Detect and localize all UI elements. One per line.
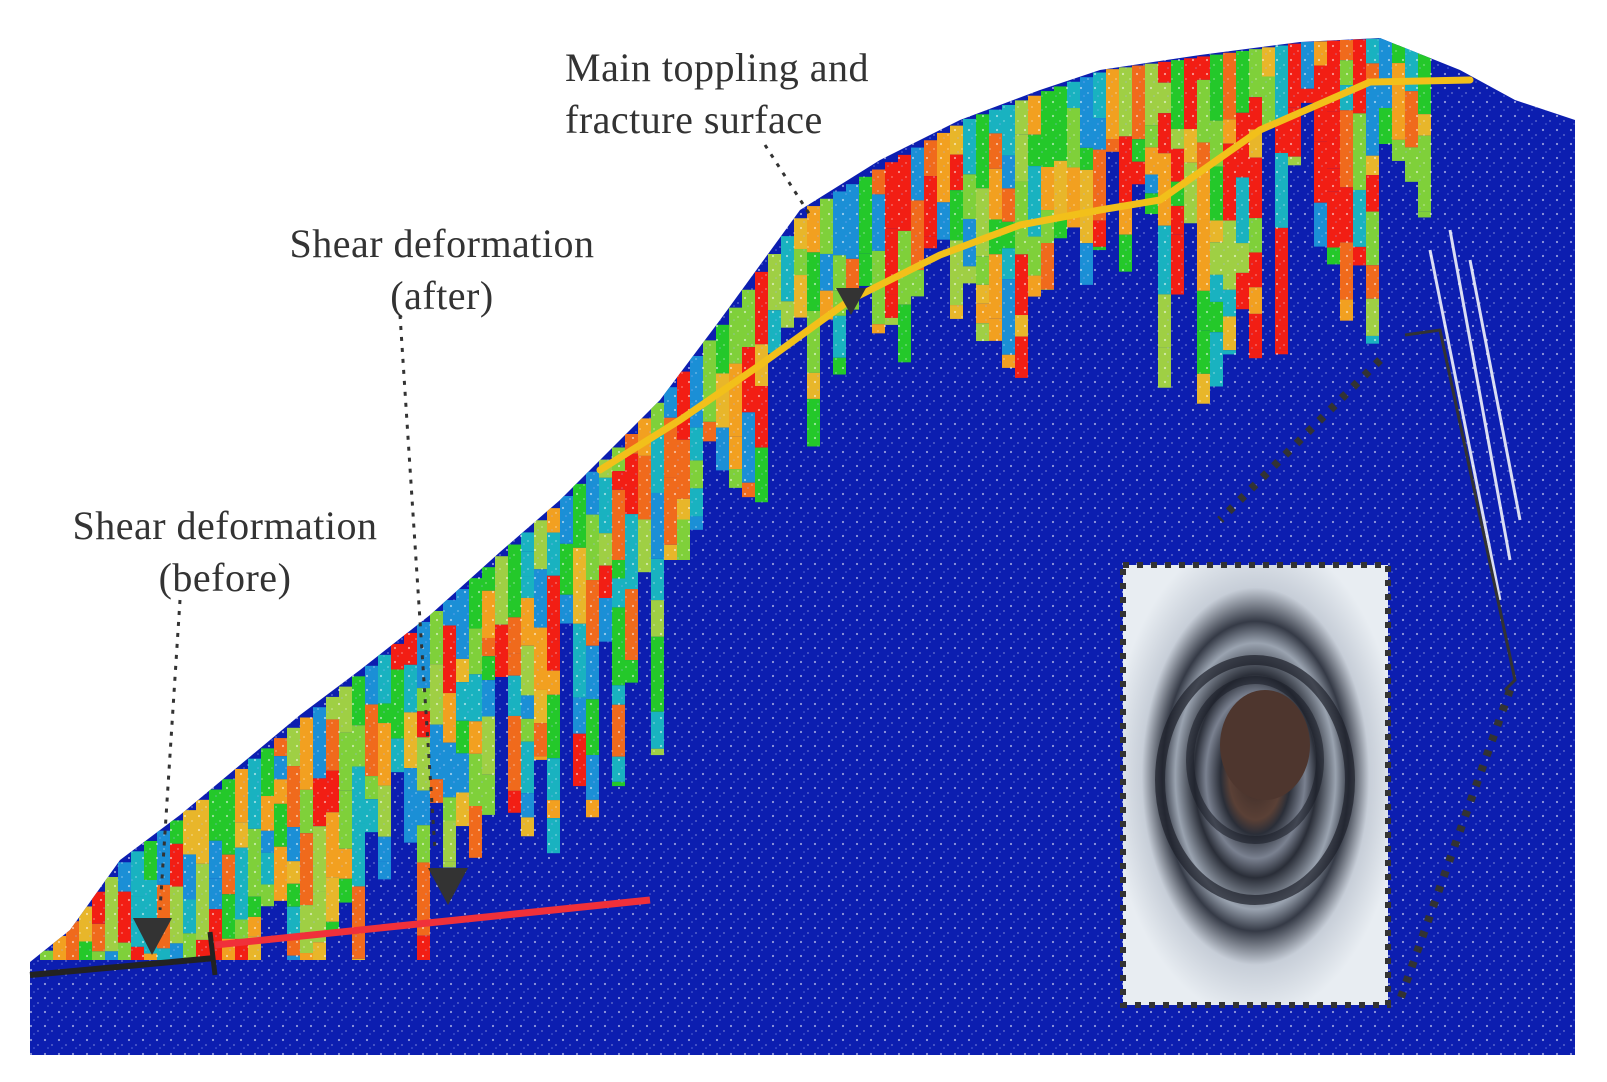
label-shear-after-line2: (after) xyxy=(242,270,642,322)
label-fracture-surface: Main toppling and fracture surface xyxy=(565,42,869,146)
label-shear-before: Shear deformation (before) xyxy=(25,500,425,604)
label-shear-after-line1: Shear deformation xyxy=(242,218,642,270)
label-shear-before-line1: Shear deformation xyxy=(25,500,425,552)
label-shear-after: Shear deformation (after) xyxy=(242,218,642,322)
borehole-photo xyxy=(1123,565,1388,1005)
label-fracture-line2: fracture surface xyxy=(565,94,869,146)
label-shear-before-line2: (before) xyxy=(25,552,425,604)
label-fracture-line1: Main toppling and xyxy=(565,42,869,94)
